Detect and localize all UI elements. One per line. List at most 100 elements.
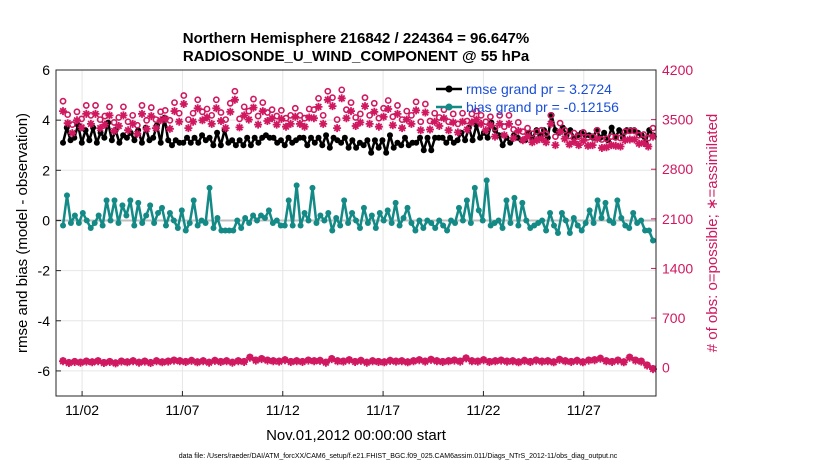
obs-possible-marker xyxy=(575,133,583,141)
series-point xyxy=(143,212,150,219)
obs-assimilated-marker xyxy=(277,114,286,123)
obs-assimilated-marker xyxy=(295,119,304,128)
series-point xyxy=(240,142,247,149)
series-point xyxy=(297,222,304,229)
obs-assimilated-marker xyxy=(347,107,355,116)
series-point xyxy=(236,137,243,144)
obs-assimilated-marker xyxy=(281,356,289,365)
obs-assimilated-marker xyxy=(565,140,574,149)
obs-assimilated-marker xyxy=(275,357,284,366)
obs-assimilated-marker xyxy=(351,358,360,366)
series-point xyxy=(349,209,356,216)
obs-possible-marker xyxy=(59,97,67,105)
y-tick-label-left: -4 xyxy=(38,313,51,329)
series-point xyxy=(507,219,514,226)
obs-assimilated-marker xyxy=(495,119,504,128)
series-point xyxy=(503,197,510,204)
series-point xyxy=(523,217,530,224)
series-point xyxy=(432,224,439,231)
series-point xyxy=(115,219,122,226)
series-point xyxy=(467,219,474,226)
obs-assimilated-marker xyxy=(570,137,578,146)
series-point xyxy=(199,132,206,139)
series-point xyxy=(638,217,645,224)
series-point xyxy=(443,139,450,146)
obs-assimilated-marker xyxy=(272,120,281,129)
obs-assimilated-marker xyxy=(351,122,360,130)
obs-assimilated-marker xyxy=(217,117,225,125)
obs-assimilated-marker xyxy=(426,125,434,134)
series-point xyxy=(454,137,461,144)
series-point xyxy=(265,207,272,214)
obs-assimilated-marker xyxy=(574,141,583,150)
obs-assimilated-marker xyxy=(117,357,126,366)
obs-assimilated-marker xyxy=(244,115,253,124)
series-point xyxy=(186,219,193,226)
obs-possible-marker xyxy=(579,128,587,136)
obs-possible-marker xyxy=(147,104,155,111)
obs-assimilated-marker xyxy=(588,141,597,150)
obs-assimilated-marker xyxy=(140,357,149,366)
series-point xyxy=(91,219,98,226)
series-point xyxy=(614,197,621,204)
obs-assimilated-marker xyxy=(222,357,231,366)
obs-assimilated-marker xyxy=(356,118,365,127)
series-point xyxy=(371,137,378,144)
series-point xyxy=(150,134,157,141)
obs-assimilated-marker xyxy=(258,107,267,116)
series-point xyxy=(463,197,470,204)
obs-assimilated-marker xyxy=(416,126,425,135)
series-point xyxy=(401,134,408,141)
obs-assimilated-marker xyxy=(435,122,444,130)
obs-assimilated-marker xyxy=(310,357,319,366)
series-point xyxy=(232,142,239,149)
obs-assimilated-marker xyxy=(76,358,85,367)
obs-assimilated-marker xyxy=(365,119,374,128)
obs-possible-marker xyxy=(92,102,99,109)
series-point xyxy=(319,142,326,149)
obs-possible-marker xyxy=(194,96,202,104)
series-point xyxy=(646,227,653,234)
series-point xyxy=(111,197,118,204)
series-point xyxy=(417,134,424,141)
obs-assimilated-marker xyxy=(226,107,235,116)
obs-assimilated-marker xyxy=(462,354,471,363)
series-point xyxy=(594,197,601,204)
obs-possible-marker xyxy=(82,102,90,109)
obs-assimilated-marker xyxy=(561,357,570,366)
y-tick-label-right: 4200 xyxy=(662,62,693,78)
obs-assimilated-marker xyxy=(327,355,336,364)
obs-possible-marker xyxy=(473,107,480,115)
series-point xyxy=(217,142,224,149)
obs-possible-marker xyxy=(338,86,346,94)
obs-assimilated-marker xyxy=(643,361,652,370)
obs-assimilated-marker xyxy=(526,358,535,366)
obs-assimilated-marker xyxy=(105,111,114,120)
obs-assimilated-marker xyxy=(602,143,611,152)
obs-assimilated-marker xyxy=(573,356,582,365)
obs-possible-marker xyxy=(180,92,188,99)
series-point xyxy=(254,217,261,224)
series-point xyxy=(123,134,130,141)
obs-possible-marker xyxy=(417,118,425,126)
series-point xyxy=(261,214,268,221)
obs-assimilated-marker xyxy=(388,121,397,130)
series-point xyxy=(349,137,356,144)
series-5 xyxy=(59,353,657,374)
y-tick-label-left: 2 xyxy=(42,162,50,178)
obs-assimilated-marker xyxy=(625,353,634,362)
obs-possible-marker xyxy=(547,111,555,119)
obs-assimilated-marker xyxy=(412,106,421,115)
series-point xyxy=(602,199,609,206)
obs-possible-marker xyxy=(370,99,378,107)
series-point xyxy=(210,142,217,149)
legend: rmse grand pr = 3.2724 bias grand pr = -… xyxy=(436,81,619,115)
series-layer xyxy=(59,86,657,374)
obs-assimilated-marker xyxy=(147,112,156,121)
series-point xyxy=(230,227,237,234)
obs-assimilated-marker xyxy=(158,358,167,367)
series-point xyxy=(630,209,637,216)
obs-assimilated-marker xyxy=(528,138,537,147)
obs-assimilated-marker xyxy=(403,358,412,367)
series-point xyxy=(428,219,435,226)
